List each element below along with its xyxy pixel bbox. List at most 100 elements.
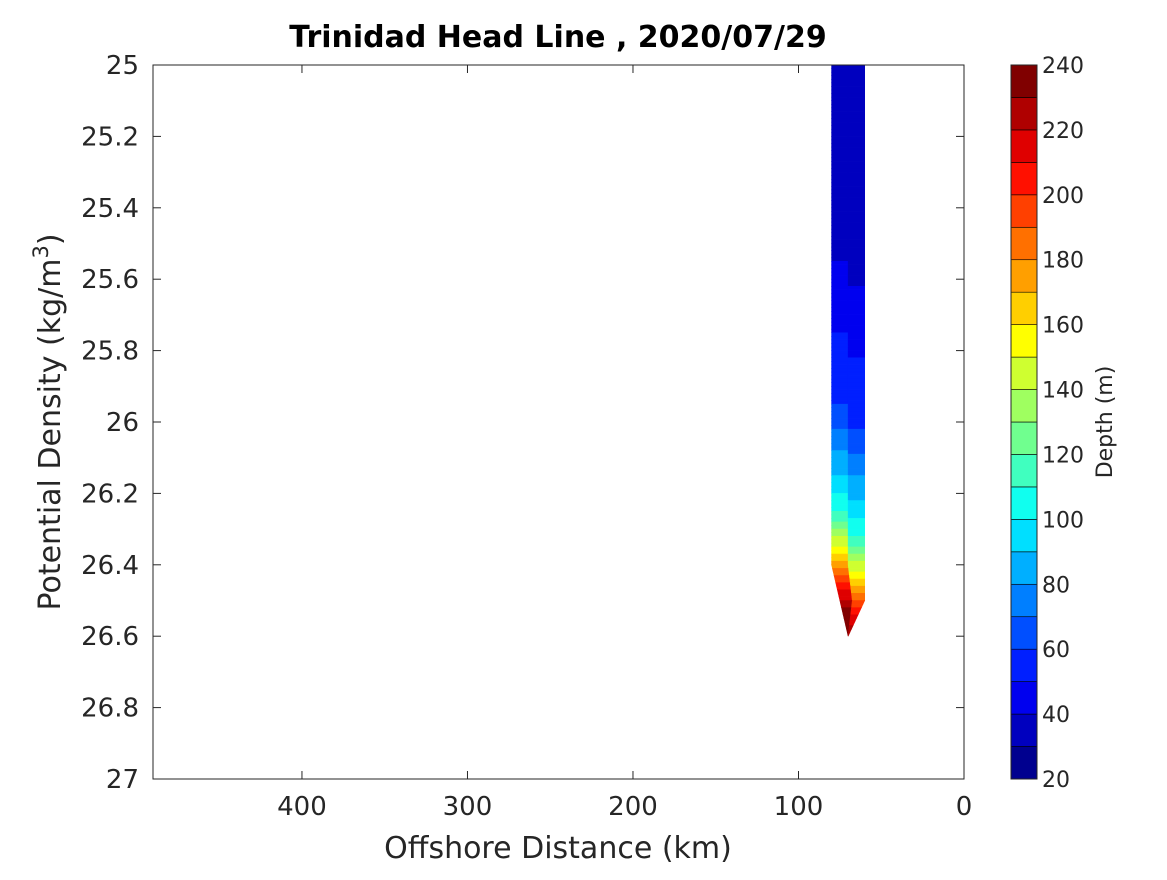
y-axis-label-main: Potential Density (kg/m (33, 259, 68, 611)
contour-cell (847, 65, 865, 69)
contour-cell (847, 560, 865, 566)
contour-cell (847, 171, 865, 176)
contour-cell (831, 482, 849, 487)
contour-cell (831, 435, 849, 441)
contour-cell (847, 289, 865, 294)
contour-cell (831, 243, 849, 248)
contour-cell (847, 475, 865, 480)
contour-cell (831, 111, 849, 116)
contour-cell (831, 443, 849, 448)
contour-cell (831, 286, 849, 291)
contour-cell (831, 385, 849, 391)
contour-cell (847, 350, 865, 355)
contour-cell (847, 468, 865, 473)
contour-cell (832, 571, 850, 576)
contour-cell (835, 582, 851, 587)
x-tick-label: 100 (774, 792, 824, 822)
colorbar-band (1010, 194, 1038, 228)
contour-cell (831, 100, 849, 105)
contour-cell (847, 214, 865, 219)
colorbar-band (1010, 356, 1038, 390)
contour-cell (847, 182, 865, 187)
contour-cell (847, 346, 865, 351)
contour-cell (831, 378, 849, 384)
contour-cell (831, 157, 849, 162)
colorbar-tick-label: 240 (1042, 54, 1084, 79)
contour-cell (831, 296, 849, 301)
contour-cell (847, 339, 865, 344)
contour-cell (831, 236, 849, 241)
contour-cell (850, 607, 862, 612)
contour-cell (843, 618, 851, 623)
contour-cell (836, 585, 852, 591)
y-tick-label: 26.6 (81, 622, 139, 652)
contour-cell (831, 114, 849, 119)
contour-cell (849, 575, 865, 580)
contour-cell (831, 421, 849, 426)
contour-cell (847, 239, 865, 244)
contour-cell (847, 125, 865, 130)
contour-cell (831, 178, 849, 184)
contour-cell (847, 632, 851, 637)
colorbar-band (1010, 226, 1038, 261)
contour-cell (847, 328, 865, 334)
y-axis-label: Potential Density (kg/m3) (29, 233, 68, 610)
contour-cell (847, 264, 865, 269)
contour-cell (831, 471, 849, 476)
colorbar-band (1010, 291, 1038, 325)
y-tick-label: 25.4 (81, 194, 139, 224)
contour-cell (847, 446, 865, 451)
contour-cell (831, 93, 849, 98)
contour-cell (847, 207, 865, 212)
contour-cell (831, 128, 849, 134)
contour-cell (847, 539, 865, 544)
contour-cell (841, 610, 852, 616)
contour-cell (847, 510, 865, 516)
contour-cell (831, 318, 849, 323)
contour-cell (831, 468, 849, 473)
contour-cell (831, 82, 849, 87)
contour-cell (847, 371, 865, 376)
contour-cell (831, 439, 849, 444)
contour-cell (831, 485, 849, 491)
contour-cell (847, 343, 865, 348)
contour-cell (847, 393, 865, 398)
contour-cell (847, 528, 865, 533)
contour-cell (831, 503, 849, 508)
contour-cell (851, 596, 865, 601)
contour-cell (831, 350, 849, 355)
y-tick-label: 25.2 (81, 122, 139, 152)
contour-cell (847, 78, 865, 84)
contour-cell (831, 211, 849, 216)
contour-cell (847, 139, 865, 144)
colorbar-tick-label: 140 (1042, 379, 1084, 404)
contour-cell (847, 532, 865, 537)
y-axis-label-close: ) (33, 233, 68, 245)
contour-cell (847, 425, 865, 430)
contour-cell (831, 175, 849, 180)
contour-cell (847, 146, 865, 151)
contour-cell (848, 568, 865, 573)
x-tick-label: 0 (956, 792, 973, 822)
contour-cell (847, 325, 865, 330)
contour-cell (847, 471, 865, 476)
contour-cell (831, 146, 849, 151)
colorbar-band (1010, 551, 1038, 585)
contour-cell (847, 564, 865, 569)
contour-cell (831, 196, 849, 201)
contour-cell (847, 218, 865, 223)
contour-cell (847, 300, 865, 305)
contour-cell (847, 396, 865, 401)
contour-cell (831, 189, 849, 194)
contour-cell (834, 578, 851, 583)
contour-cell (847, 482, 865, 487)
contour-cell (847, 439, 865, 444)
contour-cell (842, 614, 851, 619)
contour-cell (847, 93, 865, 98)
contour-cell (831, 453, 849, 459)
colorbar-band (1010, 616, 1038, 650)
contour-cell (847, 432, 865, 437)
contour-cell (847, 500, 865, 505)
contour-cell (831, 368, 849, 373)
contour-cell (831, 203, 849, 209)
